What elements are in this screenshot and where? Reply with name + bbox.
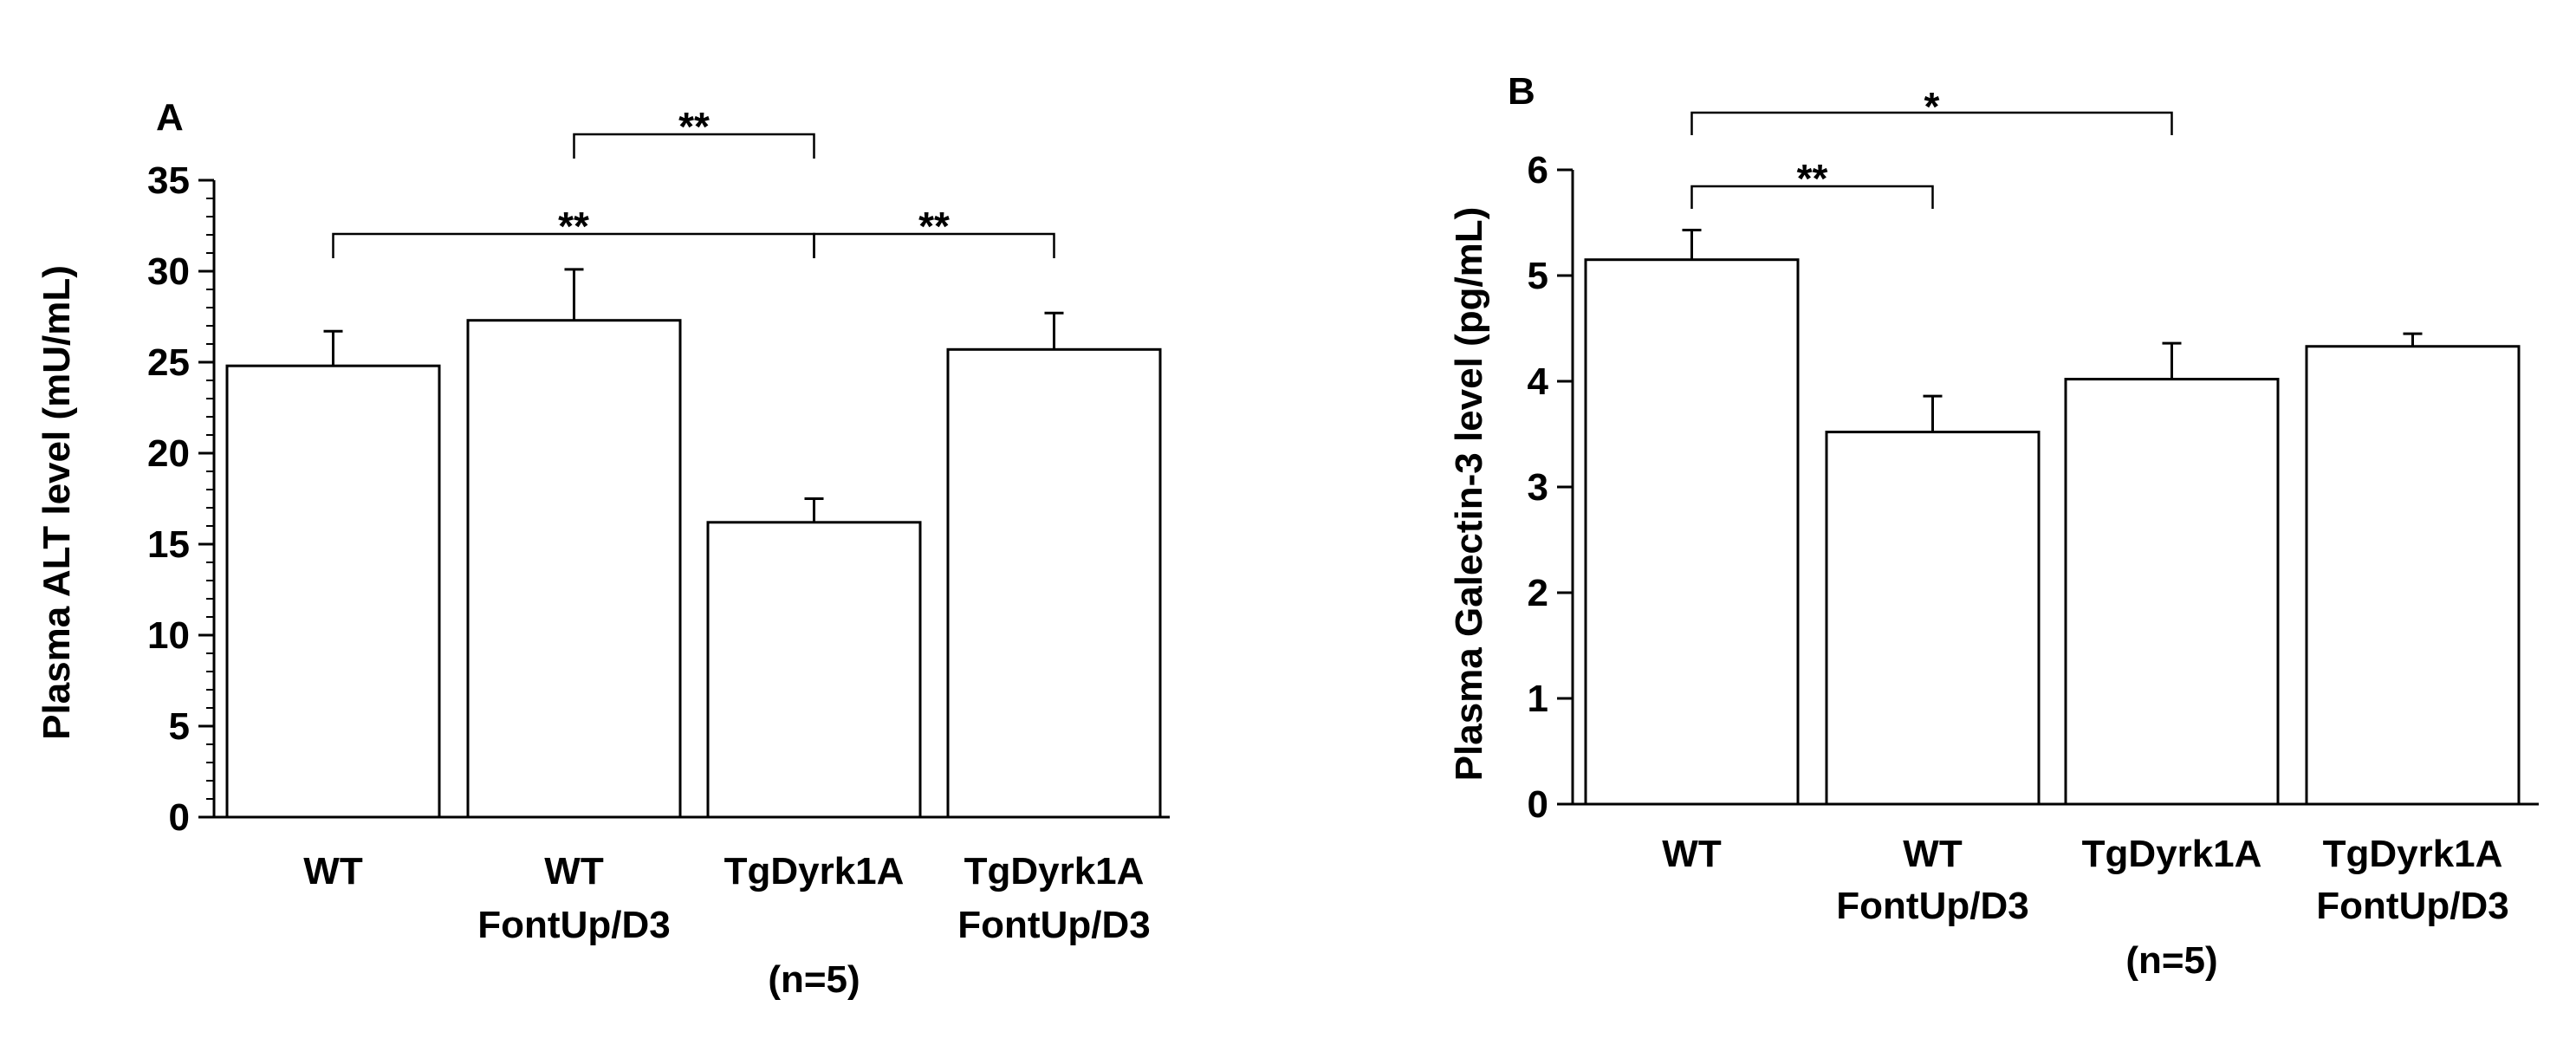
bar (466, 319, 682, 819)
category-label: WT (544, 850, 604, 892)
y-tick-label: 2 (1528, 572, 1548, 614)
bar (1825, 431, 2041, 806)
category-label: WT (303, 850, 363, 892)
category-label: FontUp/D3 (2316, 885, 2508, 927)
significance-bracket (813, 232, 1055, 258)
significance-bracket (573, 133, 815, 159)
y-tick-label: 0 (169, 796, 190, 839)
significance-label: ** (678, 104, 710, 149)
significance-label: * (1924, 84, 1940, 129)
panel-letter: A (156, 96, 184, 139)
y-tick-label: 20 (147, 432, 190, 475)
bar (706, 521, 922, 819)
bar (2305, 345, 2521, 806)
y-tick-label: 5 (1528, 255, 1548, 297)
significance-bracket (1690, 111, 2173, 135)
bar (2064, 378, 2280, 806)
y-tick-label: 6 (1528, 149, 1548, 191)
y-tick-label: 35 (147, 159, 190, 202)
category-label: WT (1903, 833, 1963, 875)
category-label: WT (1662, 833, 1722, 875)
y-tick-label: 0 (1528, 783, 1548, 826)
y-tick-label: 3 (1528, 466, 1548, 509)
y-axis-title: Plasma Galectin-3 level (pg/mL) (1448, 207, 1490, 782)
chart-panel-b: B Plasma Galectin-3 level (pg/mL) 0 1 2 3 4 5 6 W… (1448, 70, 2539, 982)
y-tick-label: 10 (147, 614, 190, 657)
category-label: FontUp/D3 (957, 904, 1150, 946)
category-label: TgDyrk1A (724, 850, 905, 892)
y-axis-title: Plasma ALT level (mU/mL) (36, 265, 78, 740)
y-tick-label: 4 (1528, 360, 1549, 403)
significance-label: ** (558, 204, 589, 249)
bar (1584, 258, 1800, 806)
y-tick-label: 15 (147, 523, 190, 566)
category-label: TgDyrk1A (2082, 833, 2262, 875)
y-tick-label: 30 (147, 250, 190, 293)
bar (225, 364, 441, 819)
category-label: TgDyrk1A (964, 850, 1145, 892)
sample-size-label: (n=5) (2125, 939, 2217, 982)
y-tick-label: 5 (169, 705, 190, 748)
sample-size-label: (n=5) (768, 958, 860, 1001)
category-label: FontUp/D3 (1836, 885, 2028, 927)
y-tick-label: 25 (147, 341, 190, 384)
bar (946, 347, 1162, 819)
significance-bracket (1690, 185, 1934, 209)
significance-label: ** (1797, 156, 1828, 201)
y-tick-label: 1 (1528, 678, 1548, 720)
category-label: FontUp/D3 (477, 904, 670, 946)
chart-panel-a: A Plasma ALT level (mU/mL) 0 5 10 15 20 25 30 35 W… (36, 96, 1170, 1001)
panel-letter: B (1508, 70, 1535, 113)
significance-label: ** (918, 204, 950, 249)
category-label: TgDyrk1A (2323, 833, 2503, 875)
